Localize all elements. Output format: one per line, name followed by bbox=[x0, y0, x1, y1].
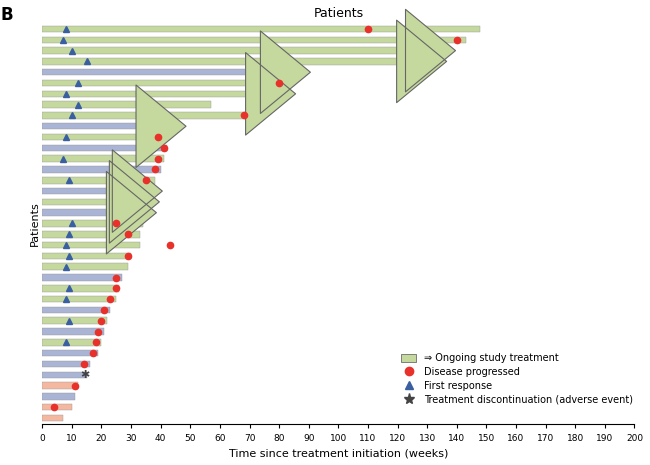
Bar bbox=[42, 101, 211, 108]
Bar bbox=[42, 177, 155, 184]
Y-axis label: Patients: Patients bbox=[29, 201, 40, 246]
Bar bbox=[42, 328, 105, 335]
Bar bbox=[42, 58, 436, 65]
Bar bbox=[42, 242, 140, 248]
Bar bbox=[42, 285, 119, 292]
Title: Patients: Patients bbox=[313, 7, 363, 20]
Bar bbox=[42, 372, 86, 378]
Bar bbox=[42, 318, 107, 324]
Bar bbox=[42, 47, 445, 54]
Bar bbox=[42, 350, 98, 356]
Text: B: B bbox=[1, 7, 14, 25]
Bar bbox=[42, 307, 110, 313]
Bar bbox=[42, 296, 116, 302]
Bar bbox=[42, 415, 63, 421]
Bar bbox=[42, 166, 161, 173]
Bar bbox=[42, 112, 255, 119]
Bar bbox=[42, 252, 131, 259]
Bar bbox=[42, 382, 78, 389]
Bar bbox=[42, 26, 480, 32]
Bar bbox=[42, 145, 166, 151]
Bar bbox=[42, 361, 90, 367]
X-axis label: Time since treatment initiation (weeks): Time since treatment initiation (weeks) bbox=[229, 448, 448, 458]
Bar bbox=[42, 91, 285, 97]
Bar bbox=[42, 209, 146, 216]
Bar bbox=[42, 339, 101, 345]
Bar bbox=[42, 69, 300, 75]
Bar bbox=[42, 274, 122, 281]
Bar bbox=[42, 155, 164, 162]
Bar bbox=[42, 393, 75, 399]
Bar bbox=[42, 80, 291, 86]
Bar bbox=[42, 404, 72, 411]
Bar bbox=[42, 123, 176, 129]
Legend: ⇒ Ongoing study treatment, Disease progressed, First response, Treatment discont: ⇒ Ongoing study treatment, Disease progr… bbox=[398, 350, 636, 407]
Bar bbox=[42, 188, 152, 194]
Bar bbox=[42, 231, 140, 238]
Bar bbox=[42, 134, 170, 140]
Bar bbox=[42, 220, 143, 227]
Bar bbox=[42, 37, 465, 43]
Bar bbox=[42, 264, 128, 270]
Bar bbox=[42, 199, 149, 205]
Text: ✱: ✱ bbox=[81, 370, 90, 380]
